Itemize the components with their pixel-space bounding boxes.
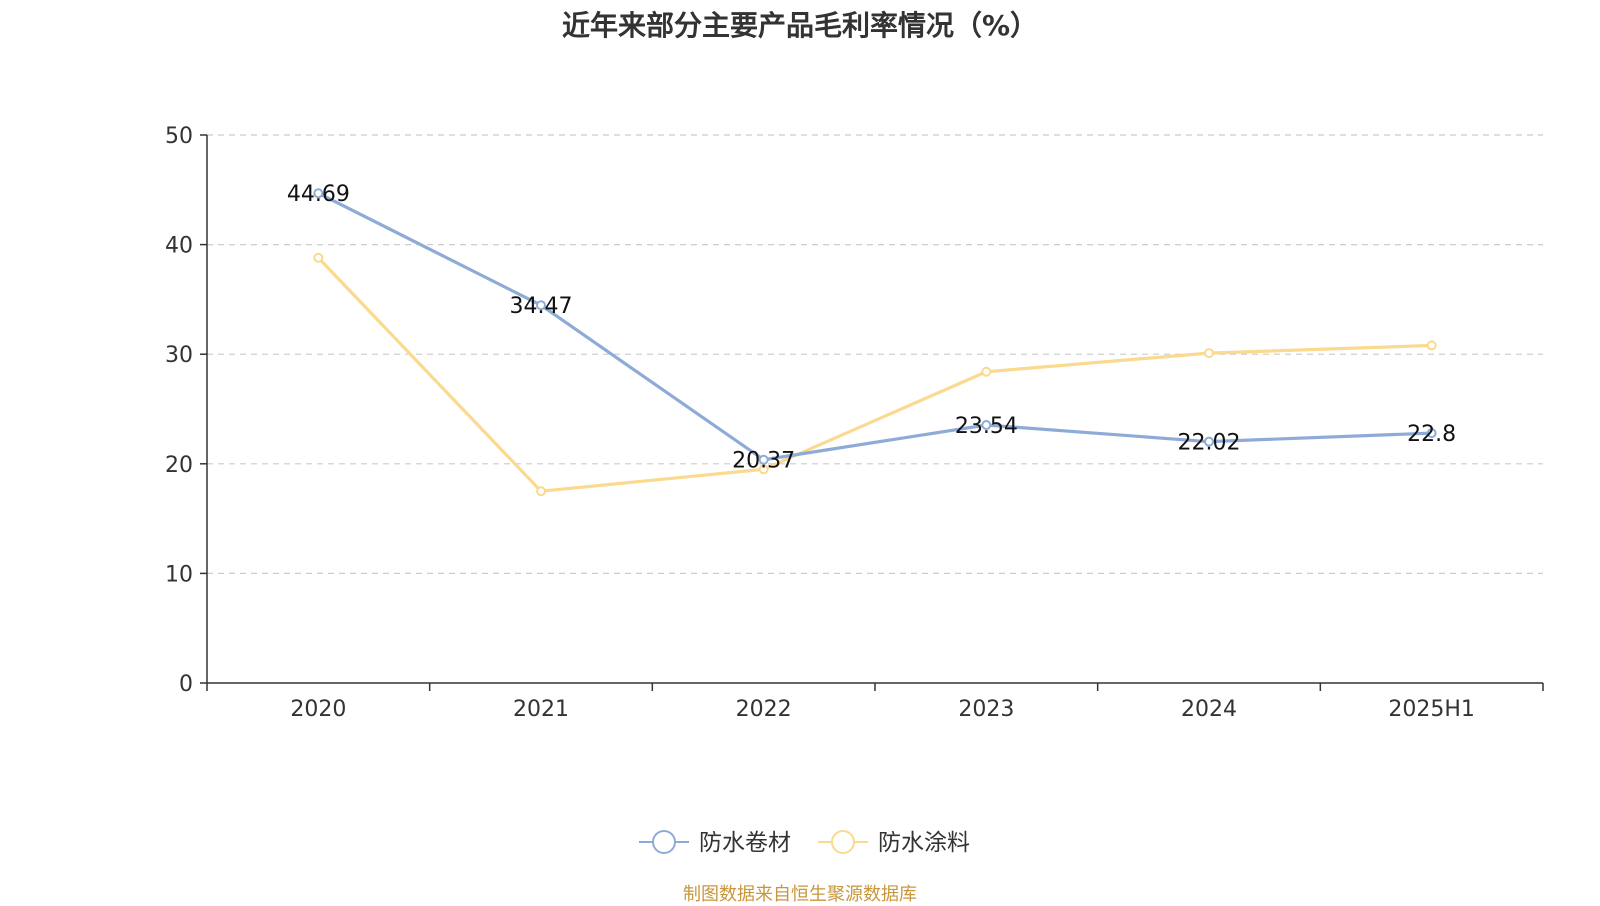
data-label: 34.47 (510, 294, 573, 319)
data-point (536, 486, 546, 497)
y-tick-label: 40 (165, 234, 193, 259)
legend-marker (831, 830, 855, 854)
data-label: 22.8 (1407, 422, 1456, 447)
y-tick-label: 20 (165, 453, 193, 478)
data-label: 44.69 (287, 182, 350, 207)
legend-label: 防水卷材 (699, 830, 791, 856)
data-point (1426, 340, 1437, 351)
data-point (313, 188, 324, 199)
x-tick-label: 2022 (736, 697, 792, 722)
series-line-2 (317, 256, 1432, 493)
data-point (1204, 348, 1214, 359)
y-tick-label: 10 (165, 562, 193, 587)
axes: 0 10 20 30 40 50 2020 2021 2022 2023 2024 2025H1 (165, 124, 1544, 722)
data-point (1426, 428, 1437, 439)
data-point (758, 454, 769, 465)
data-labels: 44.69 34.47 20.37 23.54 22.02 22.8 (287, 182, 1456, 474)
data-label: 20.37 (732, 449, 795, 474)
data-point (313, 252, 324, 263)
series-line-1 (317, 191, 1432, 462)
x-tick-label: 2020 (290, 697, 346, 722)
data-point (758, 464, 769, 475)
legend-label: 防水涂料 (878, 830, 970, 856)
y-tick-label: 50 (165, 124, 193, 149)
data-point (981, 420, 992, 431)
x-tick-label: 2021 (513, 697, 569, 722)
x-tick-label: 2023 (958, 697, 1014, 722)
y-tick-label: 30 (165, 343, 193, 368)
data-label: 22.02 (1178, 431, 1241, 456)
source-note: 制图数据来自恒生聚源数据库 (683, 884, 917, 905)
series-group (313, 188, 1437, 497)
data-label: 23.54 (955, 414, 1018, 439)
x-tick-label: 2024 (1181, 697, 1237, 722)
legend: 防水卷材 防水涂料 (639, 830, 970, 856)
legend-marker (652, 830, 676, 854)
data-point (981, 366, 992, 377)
chart-title: 近年来部分主要产品毛利率情况（%） (561, 9, 1039, 42)
y-tick-label: 0 (179, 672, 193, 697)
x-tick-label: 2025H1 (1388, 697, 1475, 722)
grid-lines (207, 134, 1543, 575)
data-point (1204, 436, 1214, 447)
data-point (536, 300, 546, 311)
